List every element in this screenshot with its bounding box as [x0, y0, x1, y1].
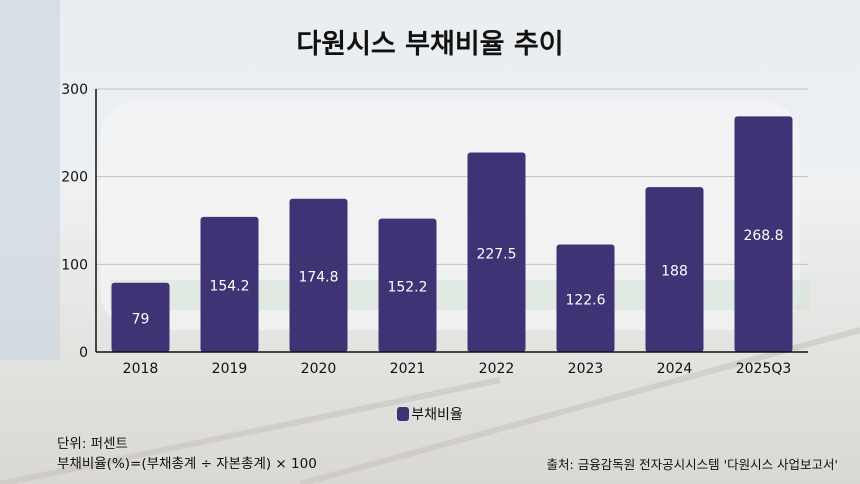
data-label: 122.6: [565, 292, 605, 308]
legend-swatch: [397, 407, 410, 421]
x-tick-label: 2021: [390, 361, 426, 377]
x-tick-label: 2025Q3: [736, 361, 792, 377]
data-label: 154.2: [209, 278, 249, 294]
data-label: 174.8: [298, 269, 338, 285]
chart-notes: 단위: 퍼센트 부채비율(%)=(부채총계 ÷ 자본총계) × 100: [57, 434, 317, 474]
bar: [200, 216, 259, 352]
x-tick-label: 2023: [568, 361, 604, 377]
x-tick-label: 2018: [123, 361, 159, 377]
data-label: 268.8: [743, 228, 783, 244]
bar: [556, 244, 615, 352]
legend: 부채비율: [0, 404, 860, 424]
x-tick-label: 2024: [657, 361, 693, 377]
bar: [467, 152, 526, 352]
bar: [289, 198, 348, 352]
bar: [111, 282, 170, 352]
x-tick-label: 2022: [479, 361, 515, 377]
x-tick-label: 2019: [212, 361, 248, 377]
legend-label: 부채비율: [411, 407, 463, 423]
source-note: 출처: 금융감독원 전자공시시스템 '다원시스 사업보고서': [546, 457, 838, 472]
unit-note: 단위: 퍼센트: [57, 436, 128, 452]
x-tick-label: 2020: [301, 361, 337, 377]
formula-note: 부채비율(%)=(부채총계 ÷ 자본총계) × 100: [57, 456, 317, 472]
y-tick-label: 300: [61, 82, 88, 98]
data-label: 152.2: [387, 279, 427, 295]
data-label: 227.5: [476, 246, 516, 262]
y-tick-label: 0: [79, 345, 88, 361]
bar: [734, 116, 793, 353]
data-label: 79: [132, 311, 150, 327]
chart-title: 다원시스 부채비율 추이: [296, 29, 564, 60]
data-label: 188: [661, 264, 688, 280]
y-tick-label: 100: [61, 257, 88, 273]
bar: [645, 187, 704, 352]
y-tick-label: 200: [61, 170, 88, 186]
bar: [378, 218, 437, 352]
